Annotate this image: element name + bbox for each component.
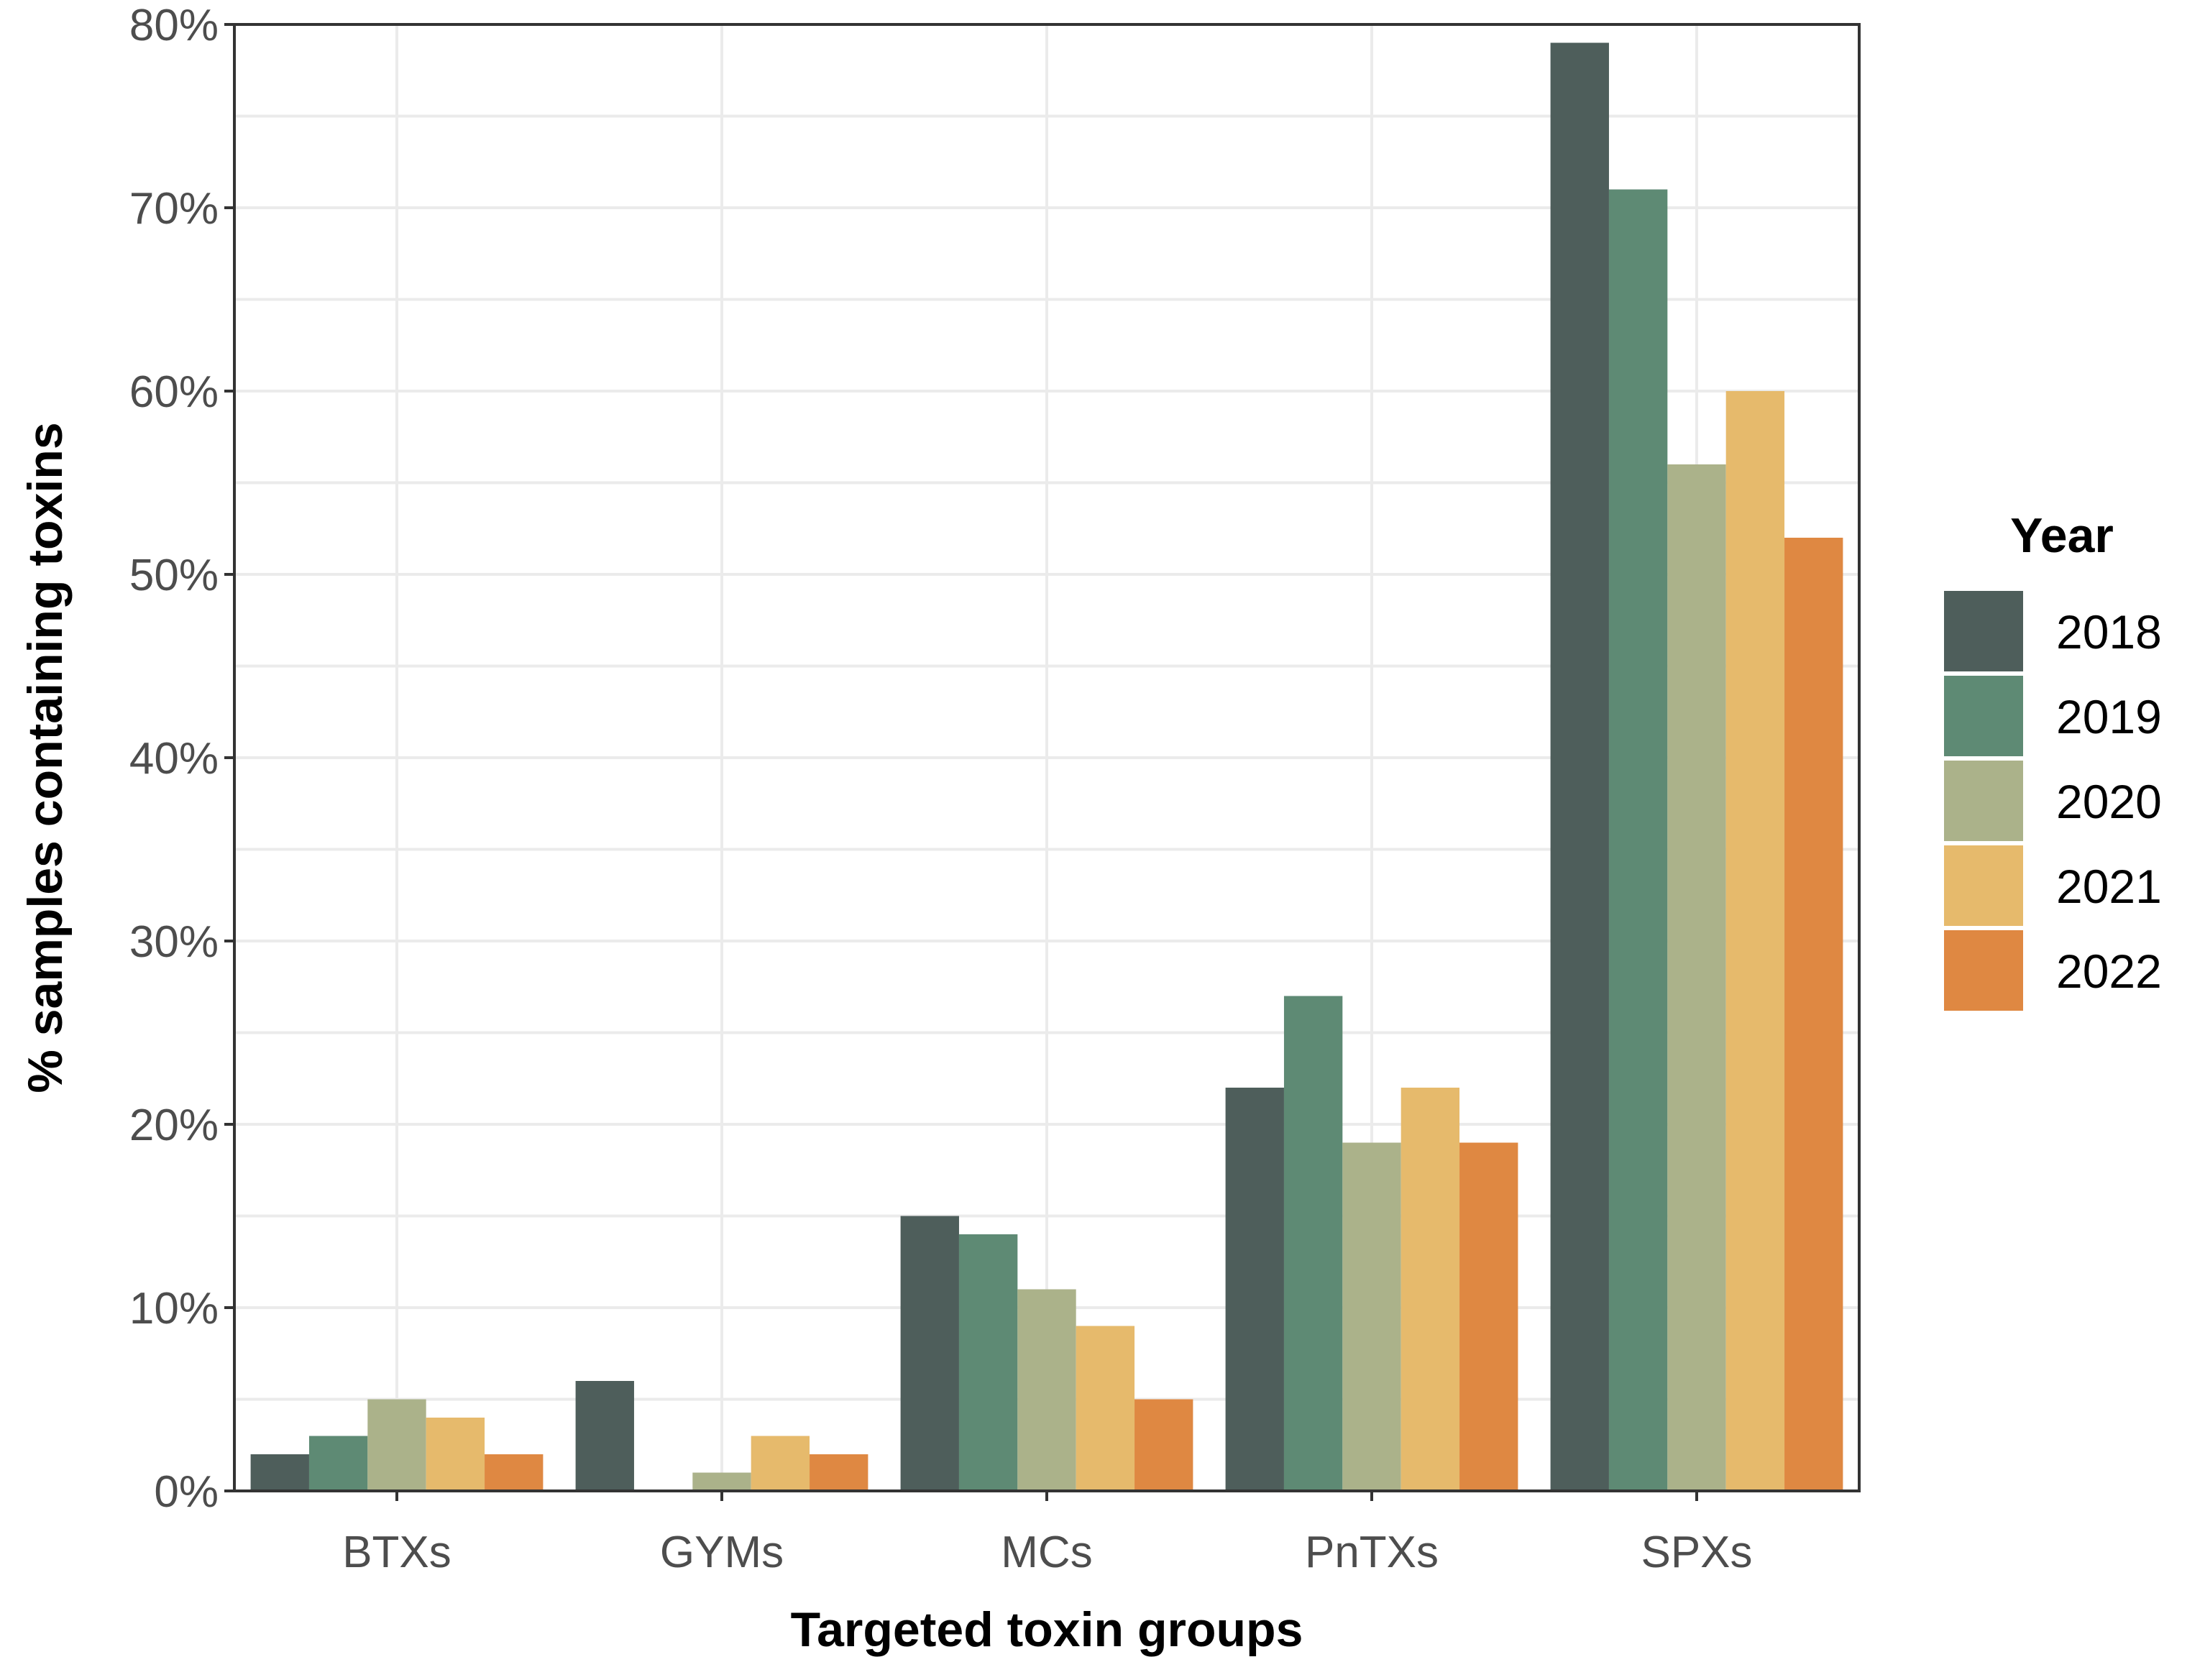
bar-SPXs-2020 (1667, 464, 1726, 1491)
bar-GYMs-2021 (751, 1436, 810, 1491)
legend: 2018 2019 2020 2021 2022 (1944, 591, 2162, 1011)
legend-key-2021 (1944, 845, 2023, 926)
y-tick-label: 80% (129, 1, 219, 50)
y-tick-label: 70% (129, 184, 219, 234)
legend-key-2018 (1944, 591, 2023, 671)
y-tick-label: 20% (129, 1101, 219, 1150)
bar-MCs-2018 (900, 1216, 959, 1491)
x-tick-label: SPXs (1641, 1528, 1752, 1577)
bar-PnTXs-2021 (1401, 1088, 1460, 1491)
legend-label-2021: 2021 (2056, 860, 2162, 913)
bar-MCs-2020 (1017, 1289, 1076, 1491)
bar-SPXs-2018 (1550, 42, 1609, 1491)
bar-MCs-2021 (1076, 1326, 1135, 1491)
bar-GYMs-2018 (575, 1381, 634, 1491)
x-tick-label: PnTXs (1305, 1528, 1439, 1577)
bar-BTXs-2021 (426, 1418, 485, 1491)
x-tick-label: MCs (1001, 1528, 1092, 1577)
legend-label-2018: 2018 (2056, 605, 2162, 658)
bar-BTXs-2018 (250, 1454, 309, 1491)
y-tick-label: 60% (129, 367, 219, 417)
bar-GYMs-2022 (810, 1454, 868, 1491)
legend-label-2020: 2020 (2056, 775, 2162, 828)
bar-PnTXs-2022 (1459, 1142, 1518, 1491)
legend-key-2022 (1944, 930, 2023, 1011)
bar-PnTXs-2018 (1225, 1088, 1284, 1491)
x-axis-title: Targeted toxin groups (791, 1602, 1303, 1657)
bar-BTXs-2020 (367, 1399, 426, 1491)
y-tick-label: 30% (129, 917, 219, 967)
bar-BTXs-2019 (308, 1436, 368, 1491)
bar-SPXs-2019 (1608, 189, 1668, 1491)
x-tick-label: GYMs (660, 1528, 784, 1577)
legend-label-2019: 2019 (2056, 690, 2162, 743)
legend-label-2022: 2022 (2056, 945, 2162, 998)
legend-title: Year (2010, 508, 2114, 563)
y-tick-label: 40% (129, 734, 219, 784)
axes-layer: 0% 10% 20% 30% 40% 50% 60% 70% 80% BTXs GYMs MCs PnT… (129, 1, 1753, 1577)
legend-key-2020 (1944, 761, 2023, 841)
y-tick-label: 0% (154, 1467, 219, 1517)
bar-SPXs-2022 (1784, 538, 1843, 1491)
bars-layer (250, 42, 1843, 1491)
bar-GYMs-2020 (692, 1472, 751, 1491)
y-axis-title: % samples containing toxins (18, 422, 73, 1093)
y-tick-label: 10% (129, 1284, 219, 1334)
bar-SPXs-2021 (1725, 391, 1785, 1491)
legend-key-2019 (1944, 676, 2023, 756)
bar-PnTXs-2020 (1342, 1142, 1401, 1491)
bar-PnTXs-2019 (1283, 996, 1343, 1491)
bar-BTXs-2022 (485, 1454, 544, 1491)
x-tick-label: BTXs (342, 1528, 451, 1577)
y-tick-label: 50% (129, 551, 219, 600)
bar-MCs-2022 (1134, 1399, 1193, 1491)
bar-MCs-2019 (958, 1234, 1018, 1491)
